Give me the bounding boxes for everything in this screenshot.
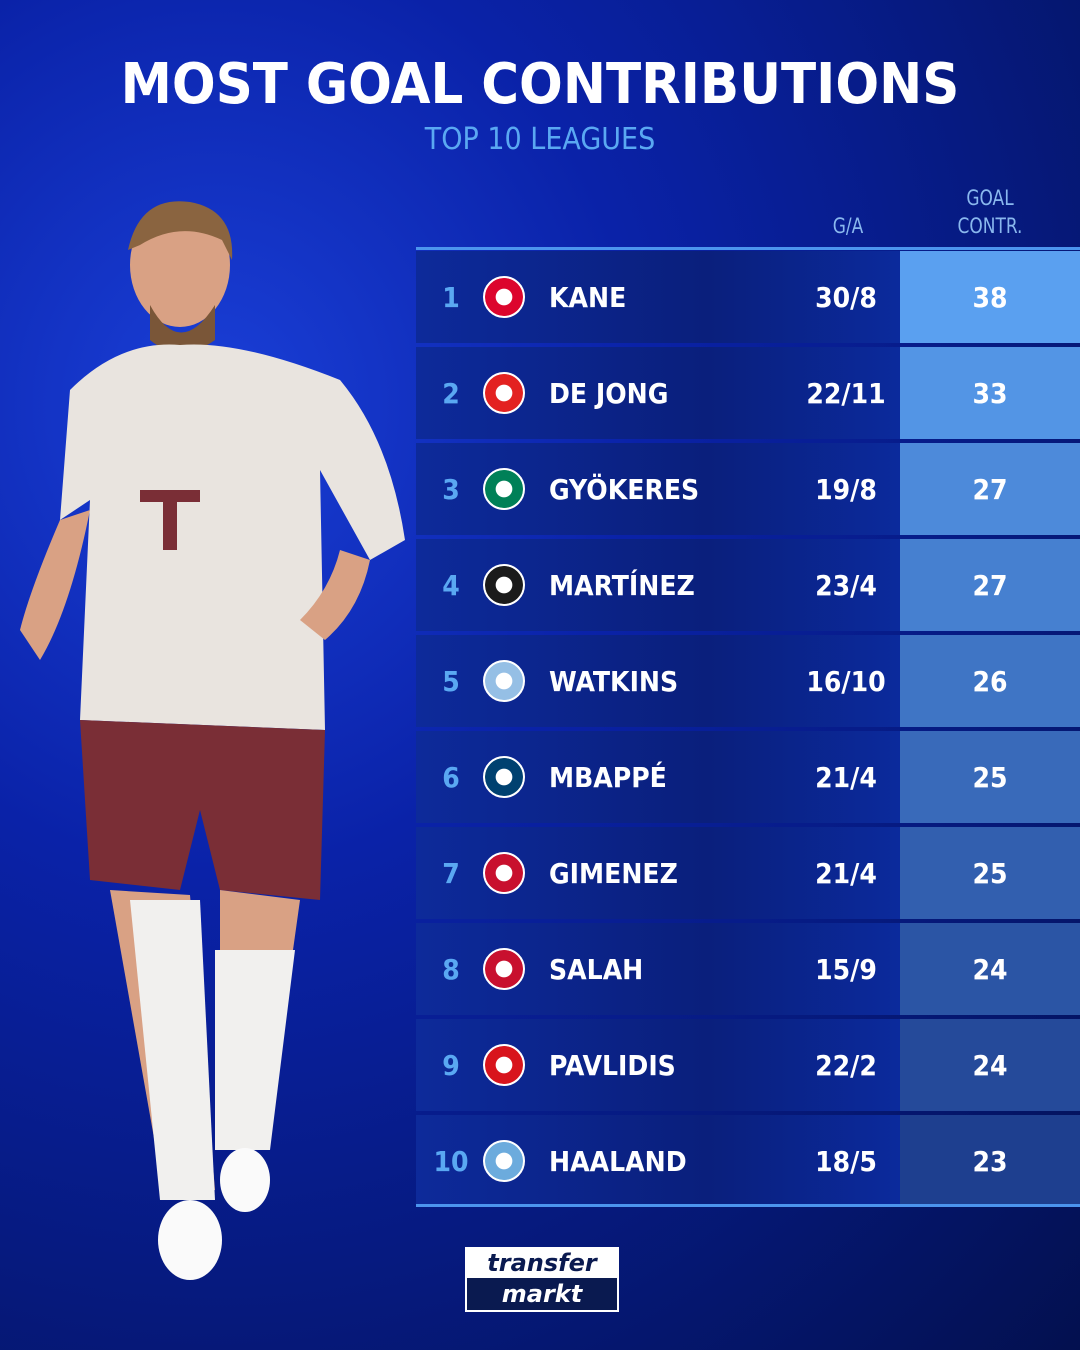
player-name: SALAH	[549, 952, 644, 986]
bayern-munich-crest-icon	[483, 276, 525, 318]
table-bottom-divider	[416, 1204, 1080, 1207]
rank-number: 6	[442, 760, 460, 794]
goals-assists: 23/4	[815, 568, 877, 602]
goal-contributions-value: 25	[900, 827, 1080, 919]
goals-assists: 19/8	[815, 472, 877, 506]
goals-assists: 21/4	[815, 760, 877, 794]
goal-contributions-value: 25	[900, 731, 1080, 823]
table-top-divider	[416, 247, 1080, 250]
goals-assists: 30/8	[815, 280, 877, 314]
inter-crest-icon	[483, 564, 525, 606]
header-goal-contr: GOAL CONTR.	[936, 184, 1044, 240]
table-row: 8 SALAH 15/9 24	[416, 923, 1080, 1015]
rank-number: 2	[442, 376, 460, 410]
rank-number: 9	[442, 1048, 460, 1082]
rank-number: 7	[442, 856, 460, 890]
player-name: HAALAND	[549, 1144, 687, 1178]
logo-text-bottom: markt	[501, 1280, 583, 1308]
rank-number: 10	[433, 1144, 469, 1178]
goal-contributions-value: 27	[900, 539, 1080, 631]
table-row: 1 KANE 30/8 38	[416, 251, 1080, 343]
goal-contributions-value: 24	[900, 923, 1080, 1015]
goals-assists: 21/4	[815, 856, 877, 890]
goal-contributions-value: 33	[900, 347, 1080, 439]
player-name: PAVLIDIS	[549, 1048, 676, 1082]
player-name: DE JONG	[549, 376, 669, 410]
header-goal-contr-line2: CONTR.	[957, 214, 1023, 238]
rank-number: 1	[442, 280, 460, 314]
player-name: WATKINS	[549, 664, 679, 698]
goal-contributions-value: 26	[900, 635, 1080, 727]
rank-number: 8	[442, 952, 460, 986]
page-title: MOST GOAL CONTRIBUTIONS	[120, 52, 960, 117]
player-name: MARTÍNEZ	[549, 568, 695, 602]
player-photo	[20, 201, 405, 1280]
goal-contributions-value: 38	[900, 251, 1080, 343]
transfermarkt-logo: transfer markt	[465, 1247, 619, 1312]
table-row: 5 WATKINS 16/10 26	[416, 635, 1080, 727]
feyenoord-crest-icon	[483, 852, 525, 894]
goals-assists: 15/9	[815, 952, 877, 986]
table-row: 7 GIMENEZ 21/4 25	[416, 827, 1080, 919]
goal-contributions-value: 24	[900, 1019, 1080, 1111]
logo-text-top: transfer	[467, 1249, 617, 1278]
liverpool-crest-icon	[483, 948, 525, 990]
table-row: 4 MARTÍNEZ 23/4 27	[416, 539, 1080, 631]
header-goal-contr-line1: GOAL	[966, 186, 1014, 210]
table-row: 3 GYÖKERES 19/8 27	[416, 443, 1080, 535]
goal-contributions-value: 27	[900, 443, 1080, 535]
manchester-city-crest-icon	[483, 1140, 525, 1182]
table-row: 6 MBAPPÉ 21/4 25	[416, 731, 1080, 823]
sporting-cp-crest-icon	[483, 468, 525, 510]
player-name: GYÖKERES	[549, 472, 700, 506]
psv-crest-icon	[483, 372, 525, 414]
table-row: 2 DE JONG 22/11 33	[416, 347, 1080, 439]
rank-number: 3	[442, 472, 460, 506]
rank-number: 5	[442, 664, 460, 698]
page-subtitle: TOP 10 LEAGUES	[424, 122, 656, 157]
table-row: 10 HAALAND 18/5 23	[416, 1115, 1080, 1207]
goals-assists: 18/5	[815, 1144, 877, 1178]
player-name: KANE	[549, 280, 627, 314]
psg-crest-icon	[483, 756, 525, 798]
player-name: MBAPPÉ	[549, 760, 667, 794]
aston-villa-crest-icon	[483, 660, 525, 702]
goals-assists: 22/2	[815, 1048, 877, 1082]
goals-assists: 16/10	[806, 664, 886, 698]
rank-number: 4	[442, 568, 460, 602]
goals-assists: 22/11	[806, 376, 886, 410]
header-ga: G/A	[832, 214, 864, 238]
table-row: 9 PAVLIDIS 22/2 24	[416, 1019, 1080, 1111]
az-alkmaar-crest-icon	[483, 1044, 525, 1086]
goal-contributions-value: 23	[900, 1115, 1080, 1207]
player-name: GIMENEZ	[549, 856, 678, 890]
